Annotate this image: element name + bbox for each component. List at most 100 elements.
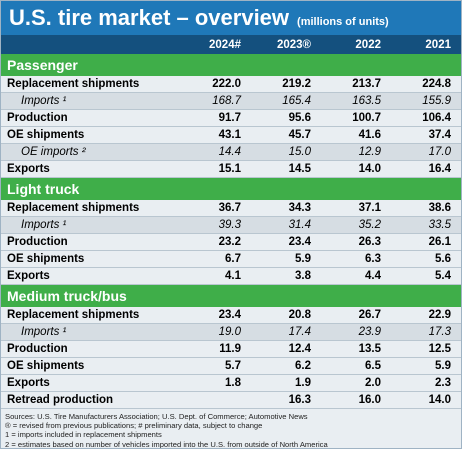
table-row: OE shipments 5.7 6.2 6.5 5.9 — [1, 358, 461, 375]
table-row: OE shipments 6.7 5.9 6.3 5.6 — [1, 251, 461, 268]
value-cell: 6.3 — [365, 253, 381, 265]
value-cell: 34.3 — [288, 202, 311, 214]
table-row: Exports 15.1 14.5 14.0 16.4 — [1, 161, 461, 178]
section-header: Medium truck/bus — [1, 285, 461, 307]
row-label: Replacement shipments — [7, 78, 140, 90]
value-cell: 15.1 — [218, 163, 241, 175]
column-header: 2021 — [425, 38, 451, 51]
row-label: Imports ¹ — [21, 95, 67, 107]
value-cell: 4.1 — [225, 270, 241, 282]
table-row: Replacement shipments 23.4 20.8 26.7 22.9 — [1, 307, 461, 324]
value-cell: 15.0 — [288, 146, 311, 158]
section-header: Passenger — [1, 54, 461, 76]
value-cell: 95.6 — [288, 112, 311, 124]
row-label: Retread production — [7, 394, 114, 406]
section-header: Light truck — [1, 178, 461, 200]
row-label: Replacement shipments — [7, 202, 140, 214]
table-row: Replacement shipments 36.7 34.3 37.1 38.6 — [1, 200, 461, 217]
table-row: Production 91.7 95.6 100.7 106.4 — [1, 110, 461, 127]
table-row: Production 11.9 12.4 13.5 12.5 — [1, 341, 461, 358]
value-cell: 41.6 — [358, 129, 381, 141]
row-label: Production — [7, 236, 68, 248]
column-header-row: 2024# 2023® 2022 2021 — [1, 35, 461, 54]
value-cell: 38.6 — [428, 202, 451, 214]
value-cell: 222.0 — [212, 78, 241, 90]
row-label: OE imports ² — [21, 146, 86, 158]
table-row: Imports ¹ 168.7 165.4 163.5 155.9 — [1, 93, 461, 110]
value-cell: 23.4 — [218, 309, 241, 321]
value-cell: 1.8 — [225, 377, 241, 389]
row-label: Replacement shipments — [7, 309, 140, 321]
title-bar: U.S. tire market – overview (millions of… — [1, 1, 461, 35]
value-cell: 20.8 — [288, 309, 311, 321]
value-cell: 3.8 — [295, 270, 311, 282]
table-row: OE shipments 43.1 45.7 41.6 37.4 — [1, 127, 461, 144]
value-cell: 100.7 — [352, 112, 381, 124]
value-cell: 106.4 — [422, 112, 451, 124]
column-header: 2023® — [276, 38, 311, 51]
value-cell: 1.9 — [295, 377, 311, 389]
value-cell: 5.9 — [435, 360, 451, 372]
value-cell: 213.7 — [352, 78, 381, 90]
value-cell: 5.6 — [435, 253, 451, 265]
table-row: OE imports ² 14.4 15.0 12.9 17.0 — [1, 144, 461, 161]
value-cell: 26.3 — [358, 236, 381, 248]
value-cell: 12.9 — [358, 146, 381, 158]
value-cell: 6.7 — [225, 253, 241, 265]
table: 2024# 2023® 2022 2021 Passenger Replacement s… — [1, 35, 461, 409]
value-cell: 2.3 — [435, 377, 451, 389]
row-label: OE shipments — [7, 129, 85, 141]
value-cell: 33.5 — [428, 219, 451, 231]
value-cell: 16.3 — [288, 394, 311, 406]
value-cell: 6.5 — [365, 360, 381, 372]
footnote: 1 = imports included in replacement ship… — [5, 430, 162, 440]
value-cell: 224.8 — [422, 78, 451, 90]
value-cell: 17.3 — [428, 326, 451, 338]
value-cell: 17.4 — [288, 326, 311, 338]
value-cell: 35.2 — [358, 219, 381, 231]
column-header: 2022 — [355, 38, 381, 51]
row-label: Exports — [7, 270, 50, 282]
value-cell: 14.0 — [428, 394, 451, 406]
value-cell: 14.5 — [288, 163, 311, 175]
footnote: Sources: U.S. Tire Manufacturers Associa… — [5, 412, 308, 421]
table-row: Replacement shipments 222.0 219.2 213.7 224.… — [1, 76, 461, 93]
row-label: Exports — [7, 163, 50, 175]
value-cell: 43.1 — [218, 129, 241, 141]
value-cell: 165.4 — [282, 95, 311, 107]
value-cell: 12.4 — [288, 343, 311, 355]
value-cell: 14.4 — [218, 146, 241, 158]
table-row: Exports 4.1 3.8 4.4 5.4 — [1, 268, 461, 285]
value-cell: 4.4 — [365, 270, 381, 282]
value-cell: 163.5 — [352, 95, 381, 107]
row-label: OE shipments — [7, 253, 85, 265]
row-label: Imports ¹ — [21, 219, 67, 231]
table-row: Imports ¹ 19.0 17.4 23.9 17.3 — [1, 324, 461, 341]
value-cell: 16.0 — [358, 394, 381, 406]
row-label: OE shipments — [7, 360, 85, 372]
table-row: Exports 1.8 1.9 2.0 2.3 — [1, 375, 461, 392]
value-cell: 5.7 — [225, 360, 241, 372]
value-cell: 13.5 — [358, 343, 381, 355]
footnote: 2 = estimates based on number of vehicle… — [5, 439, 328, 449]
table-row: Imports ¹ 39.3 31.4 35.2 33.5 — [1, 217, 461, 234]
value-cell: 16.4 — [428, 163, 451, 175]
value-cell: 36.7 — [218, 202, 241, 214]
footnotes: Sources: U.S. Tire Manufacturers Associa… — [1, 409, 461, 449]
value-cell: 5.9 — [295, 253, 311, 265]
value-cell: 31.4 — [288, 219, 311, 231]
value-cell: 168.7 — [212, 95, 241, 107]
value-cell: 26.7 — [358, 309, 381, 321]
table-row: Retread production 16.3 16.0 14.0 — [1, 392, 461, 409]
value-cell: 26.1 — [428, 236, 451, 248]
row-label: Production — [7, 343, 68, 355]
value-cell: 23.2 — [218, 236, 241, 248]
value-cell: 5.4 — [435, 270, 451, 282]
row-label: Production — [7, 112, 68, 124]
footnote: ® = revised from previous publications; … — [5, 421, 263, 431]
column-header: 2024# — [209, 38, 241, 51]
row-label: Exports — [7, 377, 50, 389]
value-cell: 39.3 — [218, 219, 241, 231]
value-cell: 19.0 — [218, 326, 241, 338]
